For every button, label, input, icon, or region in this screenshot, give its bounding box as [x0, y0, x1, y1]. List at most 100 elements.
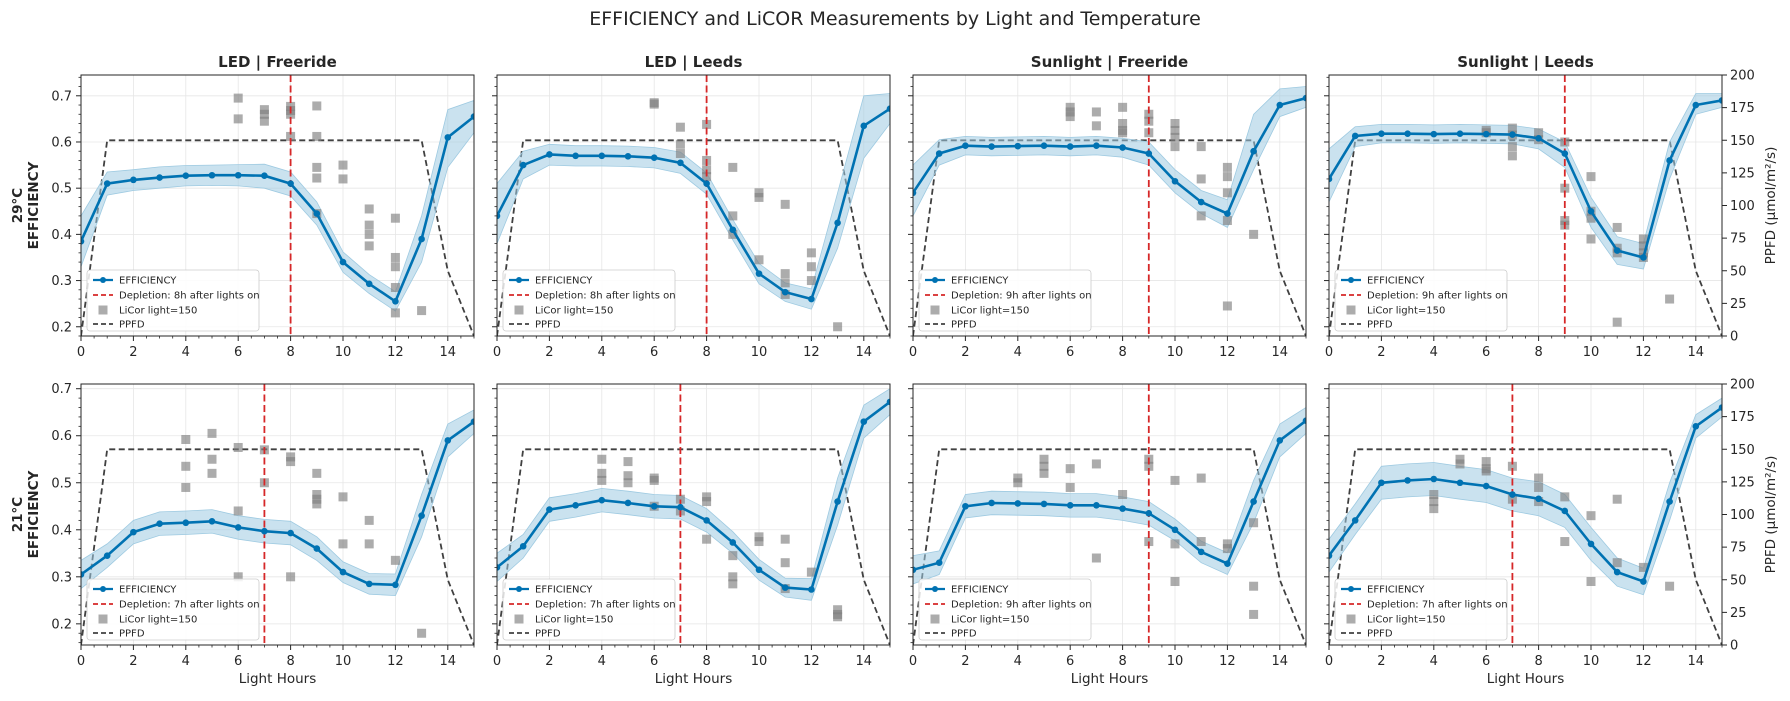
legend-depletion-label: Depletion: 8h after lights on	[119, 291, 260, 302]
figure-title: EFFICIENCY and LiCOR Measurements by Lig…	[589, 8, 1201, 30]
efficiency-point	[572, 152, 579, 160]
licor-point	[1222, 188, 1232, 198]
ppfd-tick-label: 200	[1730, 378, 1755, 393]
efficiency-line	[497, 400, 890, 591]
efficiency-point	[729, 226, 737, 234]
efficiency-point	[703, 180, 710, 187]
x-tick-label: 10	[1167, 654, 1184, 669]
licor-point	[207, 468, 217, 478]
licor-point	[1507, 494, 1517, 504]
efficiency-point	[1224, 560, 1231, 567]
efficiency-point	[1718, 97, 1722, 104]
x-axis-label: Light Hours	[1071, 671, 1149, 687]
efficiency-point	[1482, 130, 1490, 138]
efficiency-point	[781, 288, 789, 296]
licor-point	[675, 149, 685, 159]
legend-box	[86, 578, 260, 641]
licor-point	[1429, 497, 1439, 507]
legend: EFFICIENCY Depletion: 7h after lights on L…	[502, 578, 676, 641]
efficiency-point	[1482, 482, 1490, 490]
licor-point	[312, 499, 322, 509]
licor-point	[1638, 234, 1648, 244]
licor-point	[675, 139, 685, 149]
efficiency-point	[834, 219, 841, 227]
licor-point	[1612, 222, 1622, 232]
x-tick-label: 6	[234, 654, 242, 669]
efficiency-point	[1561, 507, 1569, 515]
licor-point	[1144, 109, 1154, 119]
legend-efficiency-label: EFFICIENCY	[119, 585, 177, 596]
licor-point	[364, 241, 374, 251]
efficiency-point	[624, 499, 632, 507]
x-tick-label: 8	[702, 654, 710, 669]
legend-licor-marker	[1346, 305, 1356, 315]
x-tick-label: 10	[335, 654, 352, 669]
licor-point	[780, 558, 790, 568]
efficiency-point	[729, 539, 737, 546]
legend-efficiency-marker	[516, 277, 522, 283]
plot-area	[81, 75, 474, 336]
ppfd-tick-label: 100	[1730, 508, 1755, 523]
licor-point	[1013, 478, 1023, 488]
licor-point	[780, 534, 790, 544]
x-tick-label: 8	[286, 654, 294, 669]
x-tick-label: 12	[1635, 345, 1652, 360]
legend-licor-label: LiCor light=150	[119, 306, 197, 317]
licor-point	[754, 532, 764, 542]
panel-title: LED | Freeride	[218, 53, 337, 72]
ppfd-axis-label: PPFD (µmol/m²/s)	[1763, 147, 1779, 265]
efficiency-point	[182, 172, 190, 180]
legend-efficiency-marker	[100, 586, 106, 592]
ppfd-tick-label: 100	[1730, 199, 1755, 214]
efficiency-point	[1640, 254, 1647, 261]
efficiency-band	[913, 407, 1306, 585]
licor-point	[390, 262, 400, 272]
plot-area	[913, 384, 1306, 645]
legend-depletion-label: Depletion: 9h after lights on	[951, 291, 1092, 302]
legend-ppfd-label: PPFD	[119, 320, 145, 331]
licor-point	[312, 173, 322, 183]
efficiency-band	[497, 388, 890, 601]
licor-point	[1665, 294, 1675, 304]
efficiency-point	[519, 542, 527, 550]
ppfd-line	[913, 448, 1306, 645]
legend-licor-label: LiCor light=150	[119, 615, 197, 626]
efficiency-point	[1535, 495, 1542, 503]
licor-point	[233, 572, 243, 582]
efficiency-line	[913, 419, 1306, 572]
licor-point	[1507, 461, 1517, 471]
licor-point	[649, 475, 659, 485]
x-tick-label: 0	[77, 654, 85, 669]
efficiency-point	[935, 559, 943, 567]
efficiency-point	[703, 517, 710, 524]
efficiency-point	[1302, 417, 1306, 424]
ppfd-tick-label: 0	[1730, 639, 1738, 654]
licor-point	[1560, 183, 1570, 193]
licor-point	[312, 490, 322, 500]
licor-point	[390, 252, 400, 262]
legend-licor-label: LiCor light=150	[535, 306, 613, 317]
efficiency-point	[1276, 101, 1284, 109]
efficiency-point	[156, 520, 163, 527]
x-tick-label: 12	[803, 654, 820, 669]
efficiency-point	[1718, 404, 1722, 411]
efficiency-point	[287, 180, 294, 187]
efficiency-point	[470, 113, 474, 120]
efficiency-point	[1456, 130, 1464, 137]
legend-efficiency-marker	[932, 277, 938, 283]
licor-point	[1039, 468, 1049, 478]
legend-licor-marker	[930, 614, 940, 624]
licor-point	[390, 308, 400, 318]
x-tick-label: 0	[1325, 345, 1333, 360]
legend-efficiency-label: EFFICIENCY	[535, 585, 593, 596]
efficiency-point	[365, 580, 373, 588]
licor-point	[1118, 490, 1128, 500]
efficiency-point	[913, 189, 917, 197]
efficiency-point	[130, 176, 137, 184]
efficiency-point	[234, 171, 242, 179]
licor-point	[780, 269, 790, 279]
ppfd-line	[1329, 139, 1722, 336]
x-axis-label: Light Hours	[1487, 671, 1565, 687]
efficiency-point	[208, 171, 216, 179]
panel-3: 0 2 4 6 8 10 12 14 Sunlight | Freeride EFFICIENCY…	[908, 53, 1307, 360]
